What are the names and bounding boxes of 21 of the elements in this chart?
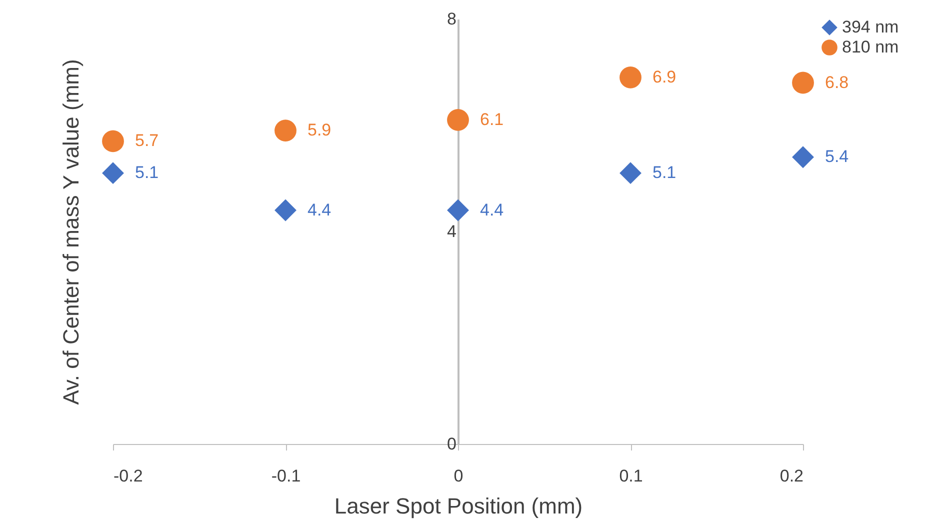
data-label: 6.1 (480, 110, 504, 129)
y-tick-label: 4 (447, 222, 456, 241)
data-label: 5.9 (308, 120, 332, 140)
y-tick-label: 0 (447, 434, 456, 454)
x-tick-label: -0.2 (114, 466, 143, 486)
legend-label: 394 nm (842, 18, 899, 36)
x-axis-title: Laser Spot Position (mm) (334, 494, 583, 518)
data-label: 5.7 (135, 131, 159, 150)
data-label: 4.4 (480, 200, 504, 220)
x-tick-label: -0.1 (271, 466, 301, 486)
legend-label: 810 nm (842, 38, 899, 56)
data-label: 5.1 (652, 163, 676, 182)
y-tick-label: 8 (447, 10, 456, 28)
data-label: 5.1 (135, 163, 159, 182)
data-label: 4.4 (308, 200, 332, 220)
x-tick-label: 0.1 (619, 466, 643, 486)
x-tick-label: 0.2 (780, 466, 804, 486)
data-label: 6.9 (652, 67, 676, 86)
data-label: 5.4 (825, 147, 849, 166)
data-label: 6.8 (825, 72, 849, 92)
y-axis-title: Av. of Center of mass Y value (mm) (58, 59, 84, 405)
